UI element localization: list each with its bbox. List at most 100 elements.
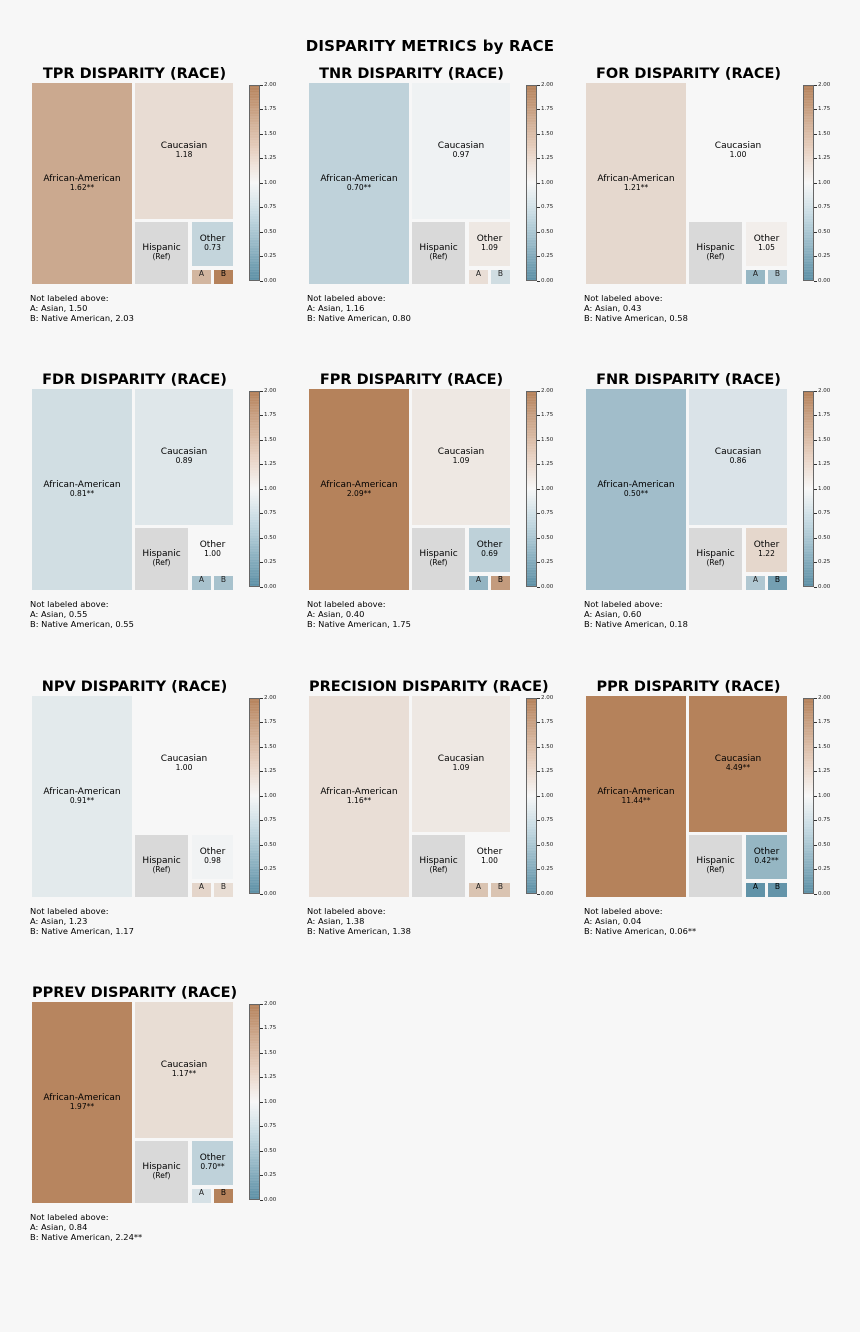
- colorbar-tick: [260, 158, 263, 159]
- not-labeled-note: Not labeled above: A: Asian, 1.23 B: Nativ…: [30, 906, 134, 936]
- treemap-tile-african-american: African-American 11.44**: [586, 696, 686, 897]
- colorbar-tick: [537, 109, 540, 110]
- colorbar-tick: [537, 820, 540, 821]
- colorbar-tick-label: 0.00: [541, 277, 554, 284]
- tile-label: B: [491, 576, 510, 585]
- treemap-tile-other: Other 1.00: [469, 835, 510, 879]
- colorbar-tick: [260, 464, 263, 465]
- note-heading: Not labeled above:: [30, 906, 109, 916]
- treemap-tile-other: Other 0.73: [192, 222, 233, 266]
- note-line: B: Native American, 1.75: [307, 618, 411, 629]
- colorbar-tick-label: 1.25: [264, 1074, 277, 1080]
- treemap-tile-hispanic: Hispanic (Ref): [412, 528, 465, 590]
- treemap-tile-other: Other 1.00: [192, 528, 233, 572]
- tile-group-name: Hispanic: [696, 856, 735, 866]
- tile-short-label: B: [497, 269, 504, 278]
- colorbar-tick: [537, 390, 540, 392]
- not-labeled-note: Not labeled above: A: Asian, 0.04 B: Nativ…: [584, 906, 696, 936]
- tile-label: African-American 1.16**: [309, 787, 409, 805]
- treemap-tile-african-american: African-American 1.21**: [586, 83, 686, 284]
- note-line: A: Asian, 1.38: [307, 915, 365, 926]
- tile-value: (Ref): [429, 558, 448, 568]
- colorbar-tick-label: 1.00: [541, 792, 554, 799]
- colorbar-tick-label: 1.50: [541, 743, 554, 750]
- colorbar-tick-label: 1.25: [541, 768, 554, 774]
- colorbar-tick-label: 0.00: [818, 583, 831, 590]
- tile-group-name: Hispanic: [696, 549, 735, 559]
- tile-group-name: Caucasian: [160, 754, 208, 764]
- treemap-tile-caucasian: Caucasian 1.09: [412, 389, 510, 525]
- tile-label: African-American 11.44**: [586, 787, 686, 805]
- note-heading: Not labeled above:: [584, 906, 663, 916]
- not-labeled-note: Not labeled above: A: Asian, 0.43 B: Nativ…: [584, 293, 688, 323]
- colorbar-tick: [260, 1101, 263, 1103]
- colorbar-tick: [814, 488, 817, 490]
- colorbar-tick-label: 1.50: [818, 436, 831, 443]
- tile-group-name: Caucasian: [160, 141, 208, 151]
- colorbar-tick-label: 0.25: [541, 559, 554, 565]
- colorbar-tick: [537, 439, 540, 441]
- colorbar-tick: [260, 256, 263, 257]
- colorbar-tick: [260, 1150, 263, 1152]
- colorbar-tick-label: 0.75: [818, 817, 831, 823]
- colorbar-tick: [814, 84, 817, 86]
- colorbar-tick: [537, 893, 540, 895]
- tile-group-name: Other: [476, 540, 503, 550]
- colorbar-tick-label: 2.00: [264, 81, 277, 88]
- colorbar-tick-label: 1.25: [818, 461, 831, 467]
- colorbar-tick: [260, 390, 263, 392]
- tile-group-name: Hispanic: [419, 243, 458, 253]
- treemap-tile-other: Other 0.98: [192, 835, 233, 879]
- treemap-tile-native-american: B: [491, 883, 510, 897]
- colorbar-tick: [260, 1126, 263, 1127]
- treemap-tile-caucasian: Caucasian 1.09: [412, 696, 510, 832]
- panel-title: TNR DISPARITY (RACE): [319, 66, 504, 82]
- note-heading: Not labeled above:: [584, 599, 663, 609]
- not-labeled-note: Not labeled above: A: Asian, 1.50 B: Nativ…: [30, 293, 134, 323]
- note-line: A: Asian, 0.04: [584, 915, 642, 926]
- colorbar-tick-label: 2.00: [541, 81, 554, 88]
- not-labeled-note: Not labeled above: A: Asian, 0.40 B: Nativ…: [307, 599, 411, 629]
- tile-value: 0.98: [204, 856, 221, 866]
- tile-group-name: Other: [753, 540, 780, 550]
- tile-short-label: B: [220, 269, 227, 278]
- tile-short-label: A: [198, 882, 205, 891]
- tile-group-name: Caucasian: [714, 754, 762, 764]
- tile-label: African-American 0.70**: [309, 174, 409, 192]
- figure-title: DISPARITY METRICS by RACE: [305, 37, 555, 55]
- colorbar-tick: [814, 133, 817, 135]
- colorbar-tick-label: 0.50: [264, 841, 277, 848]
- tile-short-label: B: [220, 1188, 227, 1197]
- tile-label: African-American 0.81**: [32, 480, 132, 498]
- tile-value: (Ref): [152, 252, 171, 262]
- colorbar: [249, 698, 260, 894]
- colorbar-tick-label: 1.50: [541, 436, 554, 443]
- note-heading: Not labeled above:: [30, 293, 109, 303]
- colorbar-tick: [260, 1077, 263, 1078]
- treemap-tile-caucasian: Caucasian 1.00: [689, 83, 787, 219]
- colorbar-tick: [814, 158, 817, 159]
- tile-short-label: A: [198, 1188, 205, 1197]
- tile-label: Caucasian 4.49**: [689, 754, 787, 773]
- tile-value: (Ref): [706, 865, 725, 875]
- tile-label: Caucasian 1.18: [135, 141, 233, 159]
- panel-title: PPR DISPARITY (RACE): [596, 679, 781, 695]
- colorbar-tick: [537, 586, 540, 588]
- tile-label: Other 0.42**: [746, 847, 787, 865]
- colorbar-tick: [814, 537, 817, 539]
- colorbar-tick: [537, 562, 540, 563]
- colorbar-tick: [814, 280, 817, 282]
- colorbar-tick-label: 1.50: [264, 130, 277, 137]
- tile-group-name: Caucasian: [437, 754, 485, 764]
- tile-value: (Ref): [429, 252, 448, 262]
- colorbar-tick-label: 1.50: [264, 1049, 277, 1056]
- tile-value: 4.49**: [725, 763, 751, 773]
- tile-value: (Ref): [706, 252, 725, 262]
- tile-label: Hispanic (Ref): [412, 549, 465, 568]
- not-labeled-note: Not labeled above: A: Asian, 0.84 B: Nativ…: [30, 1212, 142, 1242]
- treemap-tile-caucasian: Caucasian 1.00: [135, 696, 233, 832]
- tile-label: Hispanic (Ref): [135, 1162, 188, 1180]
- tile-label: Caucasian 1.00: [689, 141, 787, 159]
- colorbar-tick: [260, 182, 263, 184]
- treemap-tile-african-american: African-American 0.50**: [586, 389, 686, 590]
